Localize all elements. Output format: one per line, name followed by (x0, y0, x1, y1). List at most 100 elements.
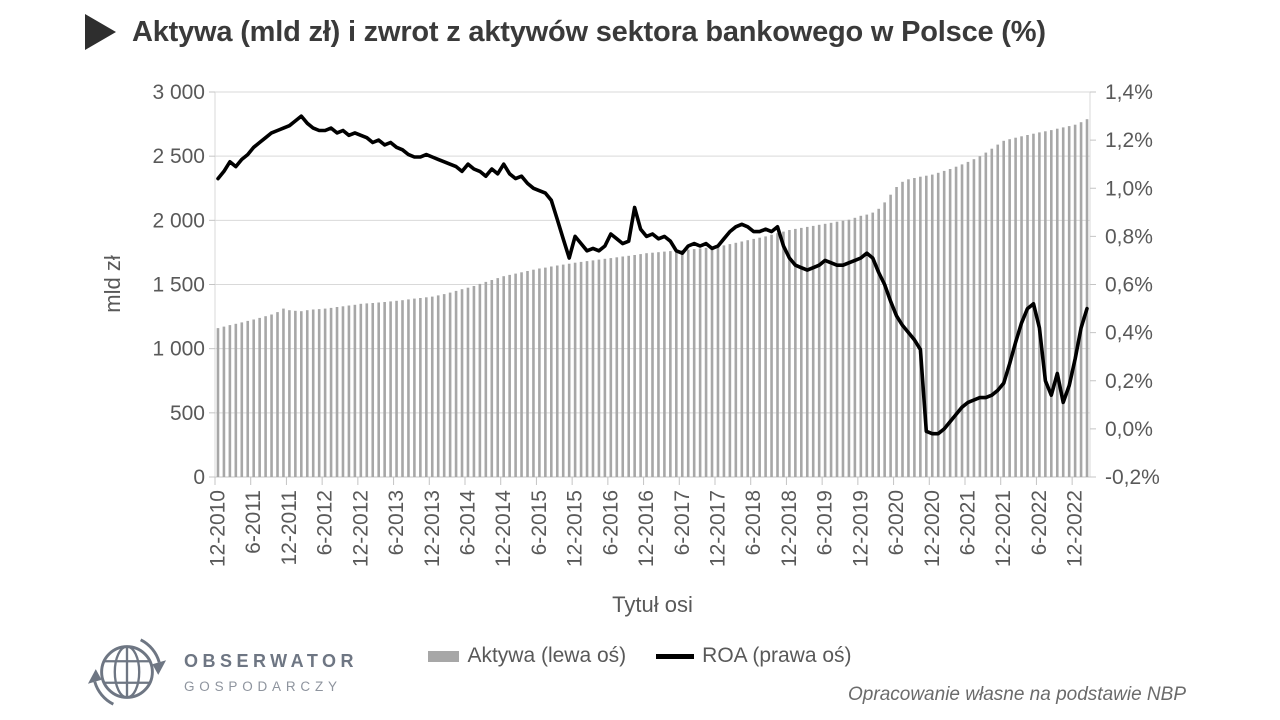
bar-aktywa (448, 292, 452, 477)
x-tick-label: 12-2016 (635, 490, 658, 567)
bar-aktywa (782, 231, 785, 477)
logo-name: OBSERWATOR (184, 650, 359, 671)
logo: OBSERWATOR GOSPODARCZY (86, 632, 358, 712)
bar-aktywa (234, 323, 238, 477)
x-tick-label: 12-2022 (1064, 490, 1087, 567)
bar-aktywa (621, 256, 625, 477)
bar-aktywa (710, 247, 714, 477)
bar-aktywa (663, 251, 666, 477)
x-tick-label: 12-2010 (206, 490, 229, 567)
x-tick-label: 12-2012 (349, 490, 372, 567)
y-right-tick-label: 1,2% (1105, 129, 1153, 152)
bar-aktywa (597, 259, 601, 477)
bar-aktywa (538, 268, 541, 477)
x-tick-label: 6-2011 (242, 490, 265, 554)
bar-aktywa (633, 255, 636, 477)
bar-aktywa (865, 214, 869, 477)
bar-aktywa (794, 228, 797, 477)
legend-label-roa: ROA (prawa oś) (702, 644, 852, 667)
y-right-tick-label: 0,6% (1105, 274, 1153, 297)
bar-aktywa (520, 272, 523, 477)
bar-aktywa (454, 290, 458, 477)
bar-aktywa (657, 252, 660, 477)
bar-aktywa (752, 238, 755, 477)
bar-aktywa (413, 298, 416, 477)
bar-aktywa (216, 328, 220, 477)
bar-aktywa (728, 244, 732, 477)
bar-aktywa (776, 233, 779, 477)
bar-aktywa (222, 326, 226, 477)
bar-aktywa (294, 310, 297, 477)
bar-aktywa (740, 241, 744, 477)
bar-aktywa (329, 307, 333, 477)
x-tick-label: 6-2015 (528, 490, 551, 555)
legend-item-aktywa: Aktywa (lewa oś) (428, 644, 626, 668)
y-right-tick-label: 0,4% (1105, 322, 1153, 345)
bar-aktywa (651, 252, 654, 477)
y-left-tick-label: 2 000 (152, 209, 205, 232)
legend-line-swatch-icon (656, 653, 695, 659)
bar-aktywa (984, 152, 988, 477)
bar-aktywa (347, 305, 351, 477)
x-tick-label: 12-2018 (778, 490, 801, 567)
y-left-axis-title: mld zł (100, 255, 125, 313)
bar-aktywa (436, 295, 440, 477)
bar-aktywa (901, 181, 904, 478)
bar-aktywa (567, 263, 571, 477)
bar-aktywa (561, 264, 565, 477)
bar-aktywa (496, 278, 500, 477)
bar-aktywa (550, 266, 553, 477)
bar-aktywa (532, 269, 535, 477)
bar-aktywa (252, 319, 255, 477)
y-right-tick-label: -0,2% (1105, 466, 1160, 489)
bar-aktywa (990, 148, 994, 477)
bar-aktywa (954, 166, 958, 477)
legend-bar-swatch-icon (428, 650, 460, 662)
bar-aktywa (1008, 139, 1011, 477)
x-tick-label: 6-2013 (385, 490, 408, 555)
bar-aktywa (930, 174, 934, 477)
bar-aktywa (669, 251, 672, 477)
bar-aktywa (228, 325, 232, 477)
x-tick-label: 6-2020 (885, 490, 908, 555)
bar-aktywa (323, 308, 327, 477)
bar-aktywa (859, 215, 863, 478)
bar-aktywa (675, 250, 678, 477)
bar-aktywa (853, 217, 857, 478)
bar-aktywa (401, 300, 404, 477)
bar-aktywa (925, 175, 928, 477)
bar-aktywa (305, 310, 309, 477)
y-left-tick-label: 0 (193, 466, 205, 489)
x-tick-label: 6-2016 (599, 490, 622, 555)
bar-aktywa (276, 312, 279, 477)
bar-aktywa (966, 161, 970, 477)
bar-aktywa (246, 320, 250, 477)
legend: Aktywa (lewa oś) ROA (prawa oś) (0, 644, 1280, 668)
bar-aktywa (1038, 132, 1041, 477)
bar-aktywa (788, 230, 791, 477)
bar-aktywa (704, 247, 708, 477)
x-tick-label: 12-2015 (564, 490, 587, 567)
bar-aktywa (407, 299, 410, 477)
bar-aktywa (698, 248, 702, 477)
bar-aktywa (907, 179, 910, 478)
bar-aktywa (460, 289, 464, 477)
bar-aktywa (972, 159, 976, 477)
bar-aktywa (871, 212, 875, 477)
bar-aktywa (264, 316, 267, 477)
bar-aktywa (645, 253, 648, 477)
bar-aktywa (1067, 126, 1071, 477)
bar-aktywa (1050, 130, 1053, 477)
bar-aktywa (341, 306, 345, 477)
bar-aktywa (478, 283, 482, 477)
bar-aktywa (734, 242, 738, 477)
x-tick-label: 6-2021 (956, 490, 979, 555)
bar-aktywa (805, 226, 809, 477)
bar-aktywa (919, 176, 922, 477)
x-tick-label: 12-2017 (706, 490, 729, 567)
bar-aktywa (686, 249, 690, 477)
bar-aktywa (442, 294, 446, 477)
y-left-tick-label: 2 500 (152, 145, 205, 168)
